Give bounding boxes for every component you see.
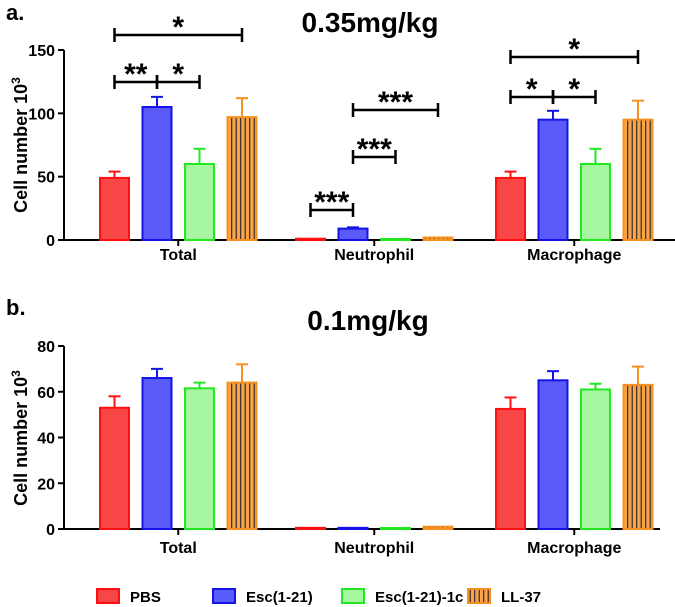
legend-label: LL-37 <box>501 589 541 606</box>
legend: PBS Esc(1-21) Esc(1-21)-1c LL-37 <box>96 588 541 606</box>
y-tick-label: 100 <box>28 106 55 123</box>
bar-ll-37 <box>622 383 654 531</box>
bar-esc-1-21-1c <box>380 238 411 241</box>
significance-label: *** <box>357 133 392 166</box>
bar-pbs <box>99 176 130 241</box>
y-axis-label-text: Cell number 10 <box>11 377 31 506</box>
y-tick-label: 150 <box>28 43 55 60</box>
x-tick-label: Total <box>160 247 197 264</box>
y-tick-label: 0 <box>46 233 55 250</box>
significance-label: * <box>172 11 184 44</box>
panel-b: b. 0.1mg/kg Cell number 103 0 20 40 60 80 Total N… <box>6 295 660 557</box>
significance-label: * <box>568 73 580 106</box>
bar-esc-1-21-1c <box>184 387 215 530</box>
legend-item: PBS <box>96 588 161 606</box>
bar-pbs <box>495 176 526 241</box>
significance-label: * <box>526 73 538 106</box>
bar-ll-37 <box>422 236 454 241</box>
y-tick-label: 0 <box>46 522 55 539</box>
y-axis-label: Cell number 103 <box>9 77 31 213</box>
bar-ll-37 <box>226 381 258 530</box>
bar-esc-1-21- <box>141 106 173 241</box>
bar-esc-1-21-1c <box>580 163 611 241</box>
bar-esc-1-21- <box>537 118 569 241</box>
bar-esc-1-21- <box>537 379 569 530</box>
bar-pbs <box>495 407 526 530</box>
bar-esc-1-21-1c <box>580 388 611 530</box>
legend-label: Esc(1-21) <box>246 589 313 606</box>
legend-item: LL-37 <box>467 588 541 606</box>
y-axis-label: Cell number 103 <box>9 370 31 506</box>
y-axis-label-superscript: 3 <box>9 77 23 84</box>
significance-label: * <box>172 58 184 91</box>
panel-label: b. <box>6 295 26 320</box>
chart-title: 0.35mg/kg <box>302 7 439 38</box>
bar-ll-37 <box>622 118 654 241</box>
legend-label: PBS <box>130 589 161 606</box>
bar-esc-1-21- <box>337 526 369 531</box>
bar-esc-1-21-1c <box>184 163 215 241</box>
significance-label: ** <box>124 58 148 91</box>
significance-label: * <box>568 33 580 66</box>
panel-label: a. <box>6 0 24 25</box>
significance-label: *** <box>314 186 349 219</box>
y-tick-label: 80 <box>37 339 55 356</box>
legend-swatch <box>212 588 236 604</box>
y-tick-label: 50 <box>37 170 55 187</box>
bar-pbs <box>99 406 130 531</box>
y-axis-label-superscript: 3 <box>9 370 23 377</box>
significance-label: *** <box>378 86 413 119</box>
legend-item: Esc(1-21)-1c <box>341 588 463 606</box>
x-tick-label: Total <box>160 540 197 557</box>
legend-swatch <box>467 588 491 604</box>
bar-ll-37 <box>226 116 258 241</box>
y-axis-label-text: Cell number 10 <box>11 84 31 213</box>
bar-pbs <box>295 237 326 242</box>
x-tick-label: Macrophage <box>527 540 621 557</box>
panel-a: a. 0.35mg/kg Cell number 103 0 50 100 150 Total… <box>6 0 675 264</box>
y-tick-label: 40 <box>37 431 55 448</box>
legend-swatch <box>96 588 120 604</box>
legend-label: Esc(1-21)-1c <box>375 589 463 606</box>
legend-item: Esc(1-21) <box>212 588 313 606</box>
bar-pbs <box>295 526 326 531</box>
x-tick-label: Macrophage <box>527 247 621 264</box>
bar-ll-37 <box>422 525 454 531</box>
legend-swatch <box>341 588 365 604</box>
x-tick-label: Neutrophil <box>334 247 414 264</box>
chart-title: 0.1mg/kg <box>307 305 428 336</box>
bar-esc-1-21-1c <box>380 527 411 530</box>
bar-esc-1-21- <box>141 377 173 530</box>
bar-esc-1-21- <box>337 227 369 242</box>
y-tick-label: 20 <box>37 476 55 493</box>
y-tick-label: 60 <box>37 385 55 402</box>
x-tick-label: Neutrophil <box>334 540 414 557</box>
